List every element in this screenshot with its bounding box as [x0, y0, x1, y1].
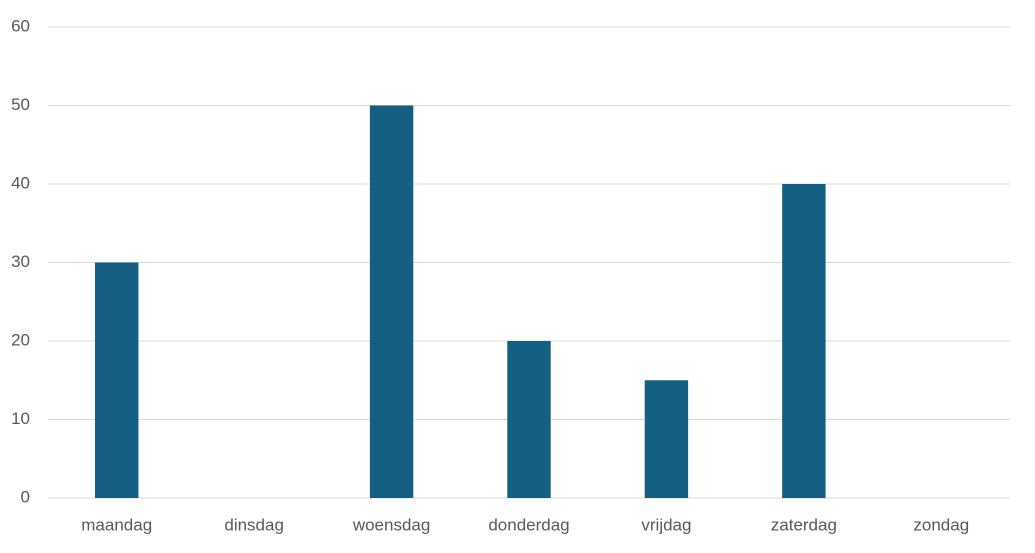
bar — [95, 262, 139, 498]
bar — [369, 105, 414, 498]
x-tick-label: maandag — [81, 515, 152, 534]
x-tick-label: dinsdag — [224, 515, 284, 534]
y-tick-label: 10 — [11, 409, 30, 428]
x-tick-label: zaterdag — [771, 515, 837, 534]
bar — [507, 341, 551, 498]
bar — [782, 184, 826, 498]
x-tick-label: vrijdag — [641, 515, 691, 534]
y-tick-label: 40 — [11, 173, 30, 192]
y-tick-label: 20 — [11, 330, 30, 349]
y-tick-label: 60 — [11, 16, 30, 35]
x-tick-label: donderdag — [488, 515, 569, 534]
bar — [644, 380, 689, 498]
x-tick-label: woensdag — [352, 515, 431, 534]
y-tick-label: 0 — [21, 487, 30, 506]
y-tick-label: 50 — [11, 95, 30, 114]
y-tick-label: 30 — [11, 252, 30, 271]
x-tick-label: zondag — [913, 515, 969, 534]
